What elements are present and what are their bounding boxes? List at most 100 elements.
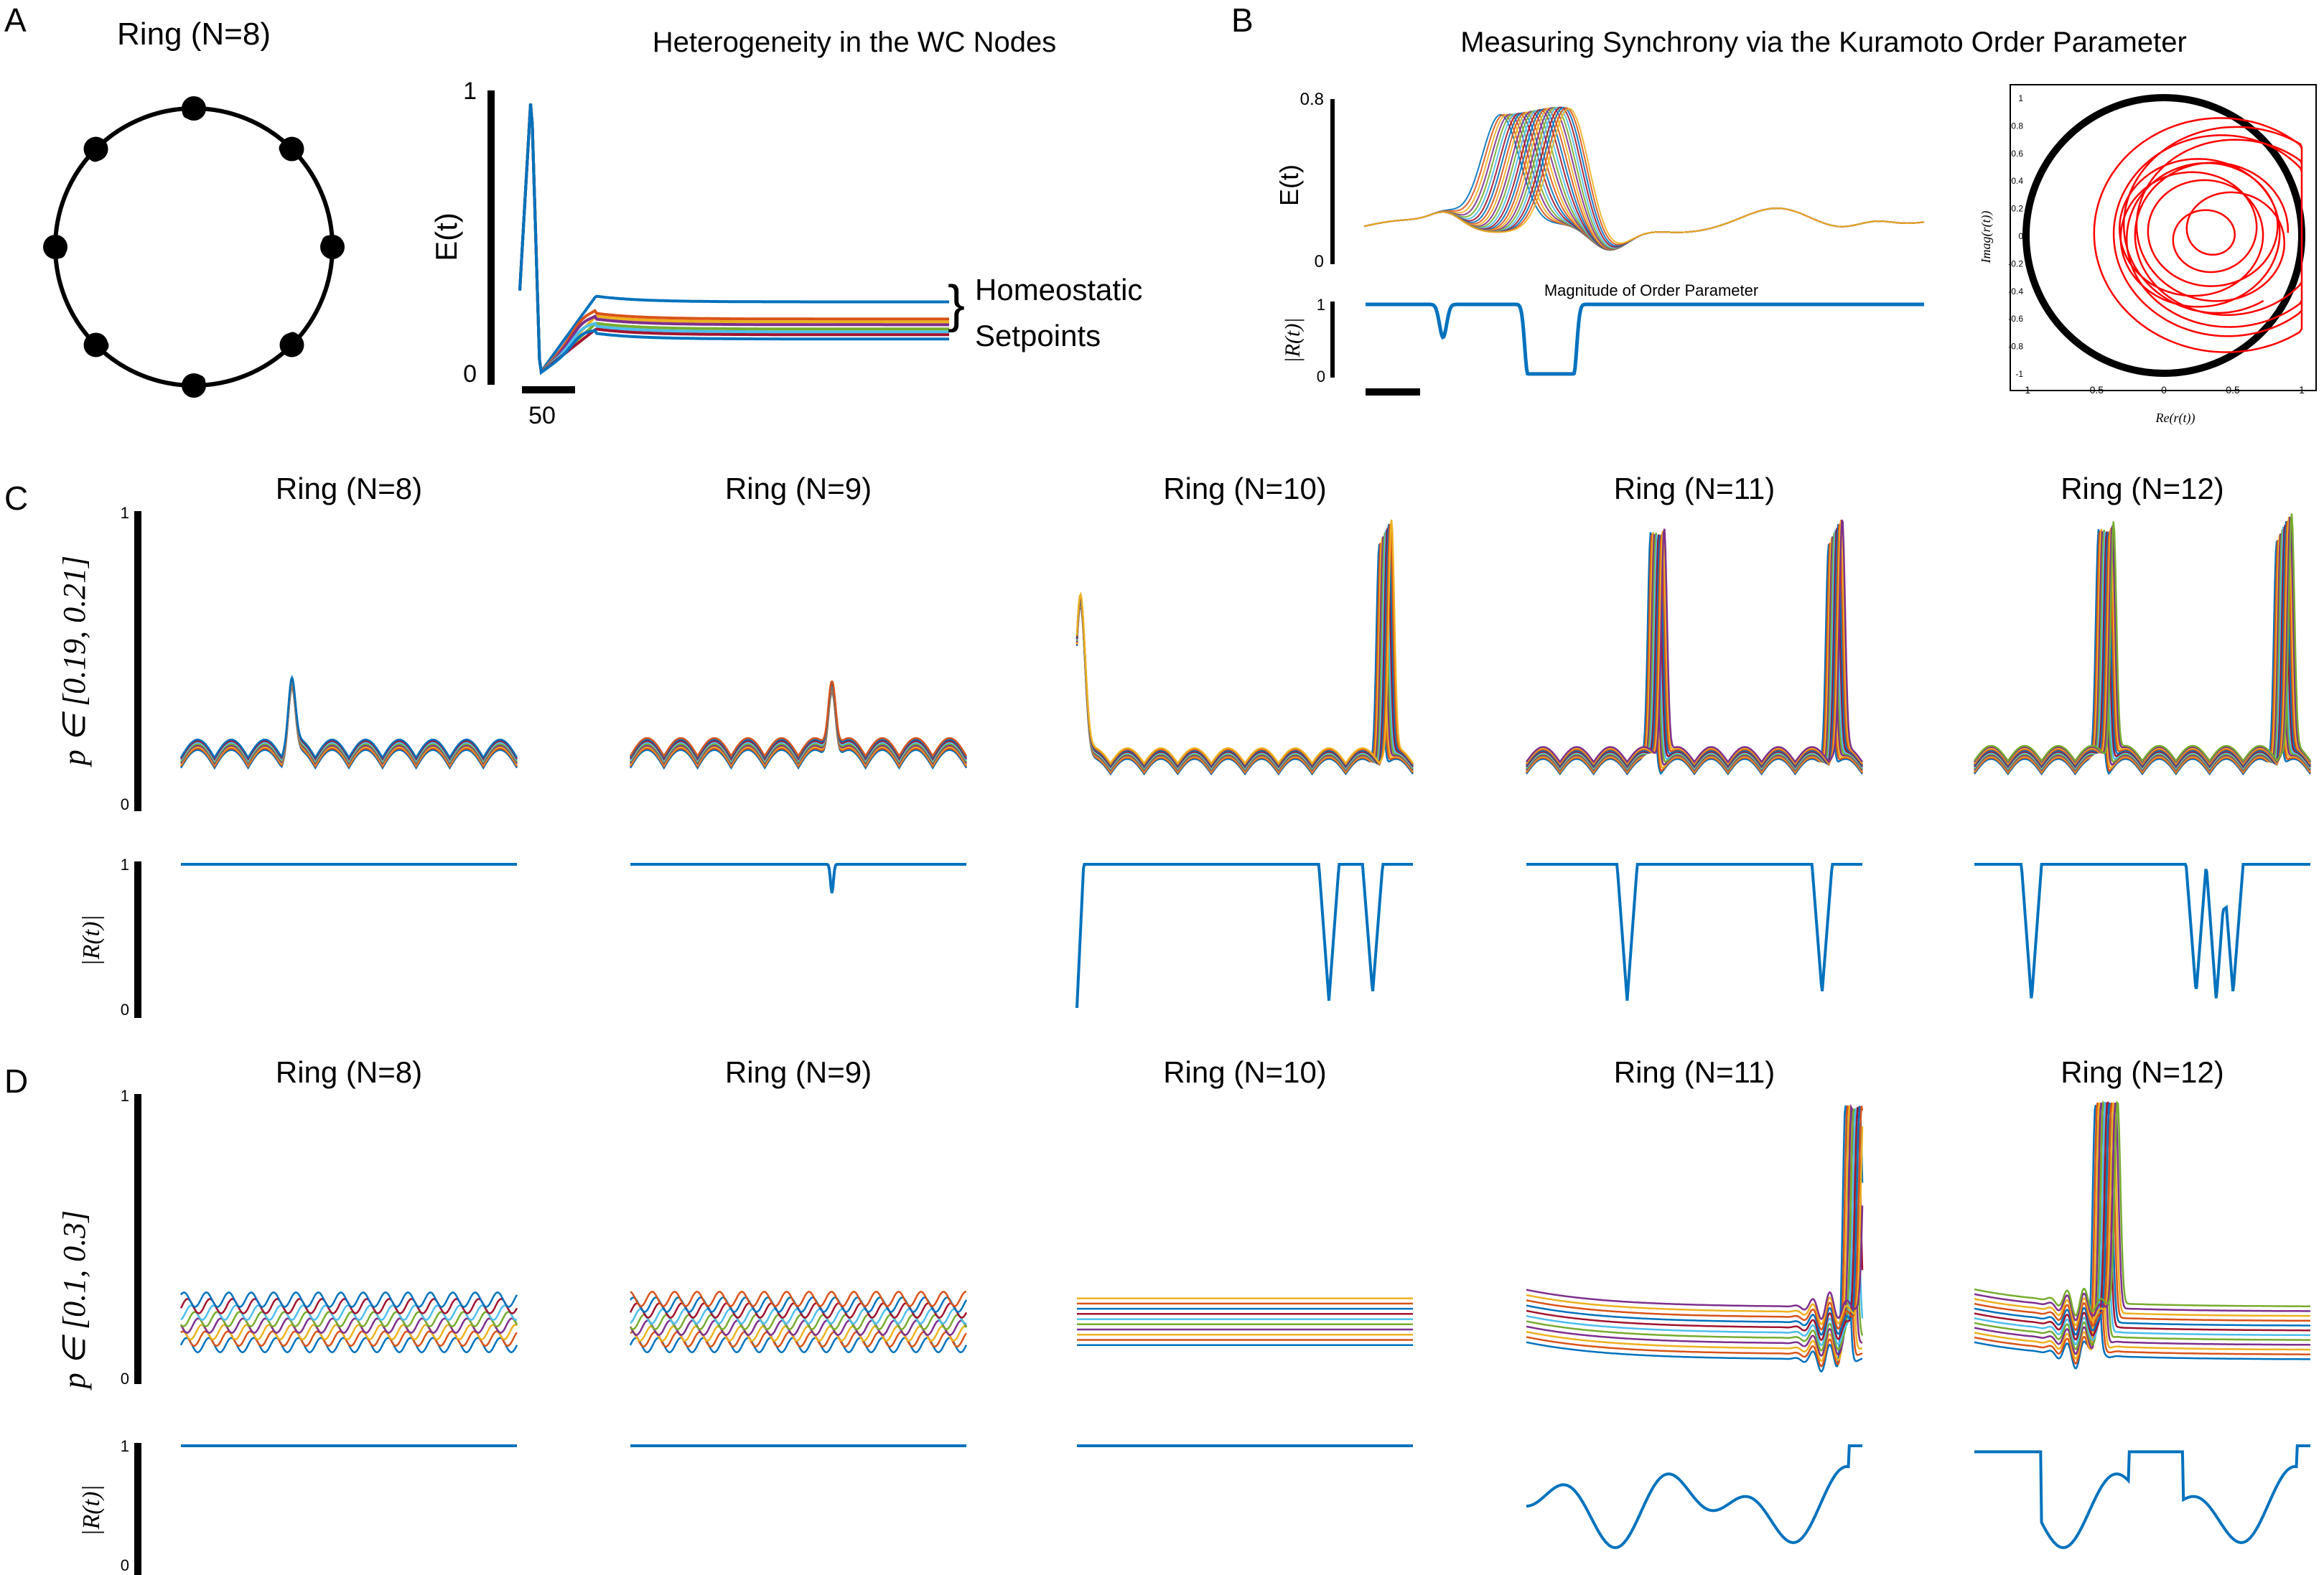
wc-trace bbox=[518, 103, 949, 375]
b-e-trace bbox=[1363, 109, 1925, 251]
e-trace bbox=[1526, 1106, 1864, 1331]
e-trace bbox=[1974, 1101, 2310, 1345]
e-trace bbox=[1526, 1103, 1863, 1357]
e-trace bbox=[1525, 532, 1864, 771]
polar-y-label: Imag(r(t)) bbox=[1979, 211, 1994, 264]
polar-y-tick: 1 bbox=[2018, 93, 2023, 103]
e-trace bbox=[1974, 1100, 2310, 1341]
e-trace bbox=[1525, 530, 1864, 770]
d-tick-bottom: 0 bbox=[121, 1370, 129, 1388]
e-trace bbox=[630, 1314, 968, 1330]
e-trace bbox=[1525, 528, 1864, 769]
e-trace bbox=[1973, 524, 2312, 769]
a-tick-bottom: 0 bbox=[463, 360, 477, 388]
b-r-trace bbox=[1366, 302, 1924, 376]
wc-trace bbox=[518, 103, 949, 375]
b-e-trace bbox=[1363, 113, 1925, 251]
r-trace bbox=[1526, 863, 1862, 1001]
polar-y-tick: -0.6 bbox=[2008, 314, 2023, 324]
b-e-trace bbox=[1363, 108, 1925, 251]
b-e-trace bbox=[1363, 108, 1925, 244]
b-e-trace bbox=[1363, 107, 1925, 246]
polar-x-tick: -0.5 bbox=[2086, 384, 2104, 396]
row-d-plots: Ring (N=8) Ring (N=9) Ring (N=10) Ring (N=1… bbox=[179, 1055, 2310, 1549]
e-trace bbox=[180, 1311, 518, 1327]
b-title: Measuring Synchrony via the Kuramoto Ord… bbox=[1460, 27, 2187, 58]
e-trace bbox=[1973, 518, 2312, 766]
c-tick-bottom: 0 bbox=[121, 795, 129, 813]
d-r-tick-bottom: 0 bbox=[121, 1556, 129, 1574]
e-trace bbox=[1973, 516, 2312, 764]
e-trace bbox=[1526, 1106, 1864, 1342]
c-r-tick-bottom: 0 bbox=[121, 1001, 129, 1019]
setpoint-brace: } bbox=[948, 276, 965, 333]
b-e-trace bbox=[1363, 110, 1925, 251]
e-trace bbox=[1974, 1102, 2310, 1365]
e-trace bbox=[1525, 533, 1864, 775]
e-trace bbox=[629, 687, 968, 765]
polar-y-tick: 0.2 bbox=[2011, 204, 2023, 214]
b-e-trace bbox=[1363, 111, 1925, 251]
ring-node-dot bbox=[192, 375, 206, 388]
panel-letter-c: C bbox=[4, 480, 28, 517]
b-e-trace bbox=[1363, 111, 1925, 251]
a-tick-top: 1 bbox=[463, 78, 477, 105]
b-e-trace bbox=[1363, 113, 1925, 251]
e-trace bbox=[1075, 543, 1414, 776]
e-trace bbox=[1526, 1108, 1864, 1347]
b-e-tick-top: 0.8 bbox=[1300, 90, 1324, 109]
e-trace bbox=[1075, 532, 1414, 771]
ring-node-dot bbox=[279, 141, 292, 155]
b-r-tick-bottom: 0 bbox=[1317, 368, 1325, 385]
wc-trace bbox=[518, 103, 949, 375]
e-trace bbox=[1974, 1102, 2310, 1360]
annotation-setpoints: Setpoints bbox=[975, 319, 1101, 352]
e-trace bbox=[1973, 529, 2312, 771]
e-trace bbox=[629, 1296, 968, 1313]
e-trace bbox=[1075, 522, 1414, 766]
wc-trace bbox=[518, 103, 949, 375]
b-r-title: Magnitude of Order Parameter bbox=[1544, 281, 1758, 299]
e-trace bbox=[1526, 1105, 1863, 1373]
ring-node-dot bbox=[95, 339, 109, 352]
ring-node-dot bbox=[52, 246, 66, 259]
polar-x-label: Re(r(t)) bbox=[2155, 411, 2195, 426]
e-trace bbox=[1974, 1100, 2310, 1317]
plot-title: Ring (N=11) bbox=[1614, 472, 1775, 505]
e-trace bbox=[630, 1331, 967, 1347]
e-trace bbox=[1075, 536, 1414, 772]
e-trace bbox=[1974, 1102, 2310, 1336]
e-trace bbox=[1525, 532, 1864, 774]
annotation-homeostatic: Homeostatic bbox=[975, 273, 1142, 307]
e-trace bbox=[180, 1324, 518, 1340]
wc-trace bbox=[518, 103, 949, 375]
ring-node-dot bbox=[182, 106, 195, 119]
e-trace bbox=[630, 1325, 967, 1342]
polar-y-tick: -0.4 bbox=[2008, 286, 2023, 296]
e-trace bbox=[1974, 1105, 2310, 1370]
plot-title: Ring (N=11) bbox=[1614, 1055, 1775, 1089]
b-e-trace bbox=[1363, 111, 1925, 251]
d-r-label: |R(t)| bbox=[78, 1485, 105, 1536]
e-trace bbox=[1075, 528, 1414, 769]
ring-node-dot bbox=[88, 149, 102, 162]
wc-trace bbox=[518, 103, 949, 375]
polar-order-parameter-plot: -1 -0.5 0 0.5 1 1 0.8 0.6 0.4 0.2 0 -0.2 -0.4 -0.6 -0.… bbox=[2008, 84, 2317, 396]
ring-node-dot bbox=[286, 332, 299, 345]
e-trace bbox=[1525, 519, 1864, 764]
polar-x-tick: -1 bbox=[2022, 384, 2031, 396]
e-trace bbox=[1075, 530, 1414, 770]
polar-x-tick: 1 bbox=[2299, 384, 2305, 396]
r-trace bbox=[1526, 1444, 1862, 1549]
e-trace bbox=[1526, 1108, 1864, 1352]
e-trace bbox=[1526, 1105, 1863, 1363]
hetero-title: Heterogeneity in the WC Nodes bbox=[653, 27, 1057, 58]
e-trace bbox=[1973, 529, 2312, 776]
polar-y-tick: 0 bbox=[2018, 231, 2023, 241]
e-trace bbox=[1075, 524, 1414, 767]
e-trace bbox=[180, 1291, 518, 1308]
c-r-label: |R(t)| bbox=[78, 915, 105, 966]
plot-title: Ring (N=8) bbox=[276, 1055, 422, 1089]
d-tick-top: 1 bbox=[121, 1087, 129, 1105]
kuramoto-example-plot bbox=[1363, 106, 1925, 376]
